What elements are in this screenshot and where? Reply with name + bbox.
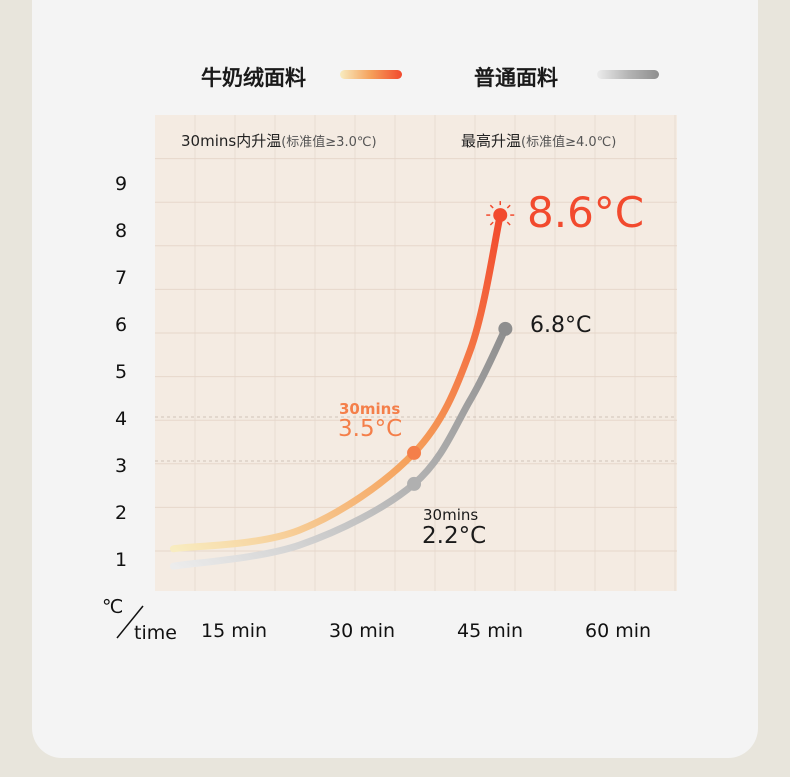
header-30min: 30mins内升温(标准值≥3.0℃) <box>181 130 377 151</box>
header-max: 最高升温(标准值≥4.0℃) <box>461 130 616 151</box>
y-tick-label: 8 <box>114 220 128 242</box>
x-tick-label: 45 min <box>456 620 524 642</box>
legend-swatch-milk <box>340 70 402 79</box>
y-tick-label: 4 <box>114 408 128 430</box>
normal-30min-caption: 30mins <box>423 506 479 524</box>
header-max-note: (标准值≥4.0℃) <box>521 135 617 150</box>
y-tick-label: 6 <box>114 314 128 336</box>
data-point-30min-milk <box>407 445 422 460</box>
y-tick-label: 2 <box>114 502 128 524</box>
y-tick-label: 5 <box>114 361 128 383</box>
y-tick-label: 7 <box>114 267 128 289</box>
data-point-max-normal <box>498 321 513 336</box>
x-tick-label: 60 min <box>584 620 652 642</box>
series-line-normal <box>169 325 509 570</box>
header-30min-note: (标准值≥3.0℃) <box>281 135 377 150</box>
legend-swatch-normal <box>597 70 659 79</box>
sun-ray-icon <box>506 221 511 226</box>
x-tick-label: 30 min <box>328 620 396 642</box>
milk-max-value: 8.6°C <box>527 188 645 237</box>
normal-30min-value: 2.2°C <box>422 523 487 549</box>
header-30min-main: 30mins内升温 <box>181 132 282 150</box>
normal-max-value: 6.8°C <box>530 313 592 338</box>
header-max-main: 最高升温 <box>461 132 522 150</box>
milk-30min-caption: 30mins <box>339 400 401 418</box>
sun-ray-icon <box>489 204 494 209</box>
y-tick-label: 3 <box>114 455 128 477</box>
plot-background <box>155 115 677 591</box>
legend-label-normal: 普通面料 <box>474 66 558 90</box>
y-tick-label: 1 <box>114 549 128 571</box>
data-point-max-milk <box>493 208 508 223</box>
milk-30min-value: 3.5°C <box>338 416 403 442</box>
axis-corner-slash <box>116 605 144 639</box>
data-point-30min-normal <box>407 476 422 491</box>
sun-ray-icon <box>489 221 494 226</box>
x-axis-label: time <box>134 622 177 644</box>
sun-ray-icon <box>506 204 511 209</box>
x-tick-label: 15 min <box>200 620 268 642</box>
y-tick-label: 9 <box>114 173 128 195</box>
y-axis-unit: ℃ <box>102 596 124 618</box>
legend-label-milk: 牛奶绒面料 <box>201 66 306 90</box>
